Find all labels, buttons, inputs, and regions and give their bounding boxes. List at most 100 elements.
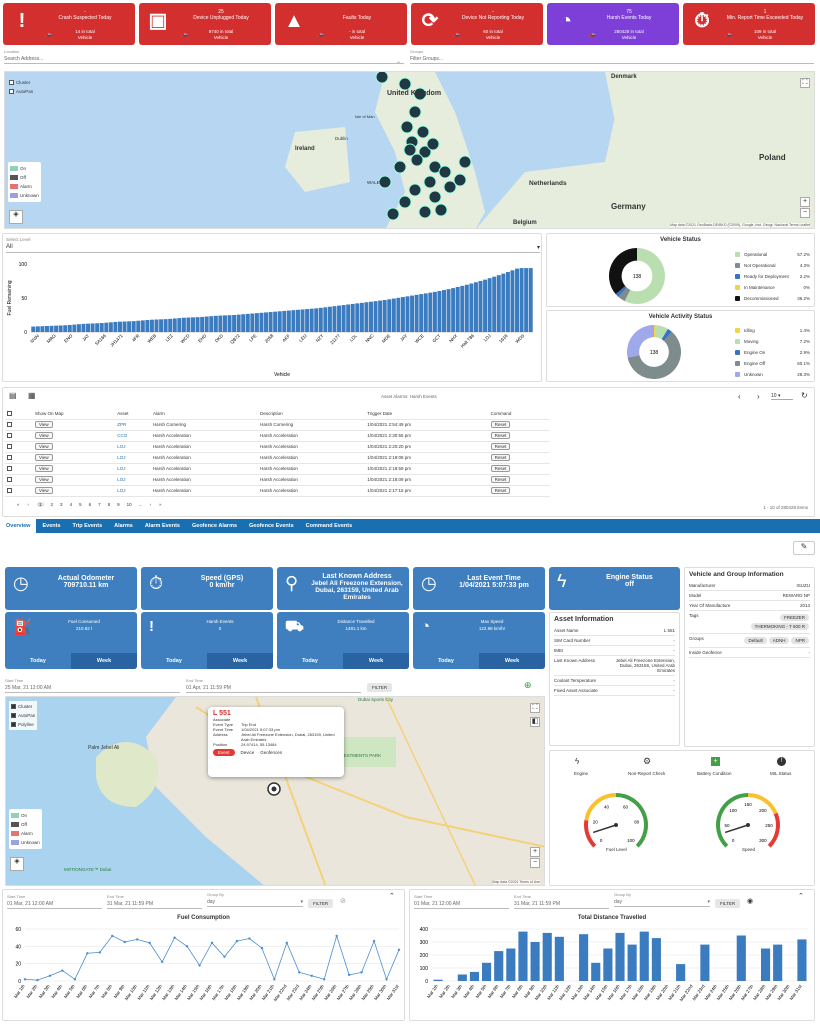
- fuel-bar[interactable]: [35, 326, 40, 332]
- next-page-icon[interactable]: ›: [757, 392, 760, 401]
- data-point[interactable]: [198, 964, 201, 967]
- fuel-bar[interactable]: [332, 306, 337, 332]
- fuel-bar[interactable]: [168, 318, 173, 332]
- data-point[interactable]: [98, 951, 102, 954]
- fuel-bar[interactable]: [510, 270, 515, 332]
- distance-bar[interactable]: [518, 931, 528, 981]
- autopan2-checkbox[interactable]: AutoPan: [11, 711, 35, 720]
- location-search-input[interactable]: Search Address...: [4, 54, 404, 64]
- fuel-bar[interactable]: [63, 325, 68, 332]
- fuel-bar[interactable]: [181, 317, 186, 332]
- data-point[interactable]: [160, 960, 164, 964]
- distance-bar[interactable]: [651, 938, 661, 981]
- fuel-bar[interactable]: [337, 305, 342, 332]
- trip-start-field[interactable]: Start Time 25 Mar, 21 12:00 AM: [5, 678, 180, 693]
- popup-geofences-button[interactable]: Geofences: [260, 750, 283, 755]
- row-checkbox-box[interactable]: [7, 477, 12, 482]
- kpi-card-4[interactable]: ◔ 75 Harsh Events Today 280428 in total Vehi…: [547, 3, 679, 45]
- donut-slice-not-operational[interactable]: [618, 287, 631, 302]
- fc-end-field[interactable]: End Time 31 Mar, 21 11:59 PM: [107, 894, 202, 909]
- view-button[interactable]: View: [35, 454, 53, 461]
- fuel-bar[interactable]: [200, 316, 205, 332]
- zoom-out-button-2[interactable]: −: [530, 858, 540, 868]
- gps-target-icon[interactable]: ⊕: [524, 680, 532, 690]
- prev-page-button[interactable]: ‹: [27, 502, 30, 507]
- fuel-bar[interactable]: [131, 321, 136, 332]
- fuel-bar[interactable]: [154, 319, 159, 332]
- fuel-bar[interactable]: [350, 303, 355, 332]
- group-chip[interactable]: Default: [744, 637, 767, 644]
- fuel-bar[interactable]: [113, 321, 118, 332]
- data-point[interactable]: [235, 939, 239, 943]
- fuel-bar[interactable]: [241, 314, 246, 332]
- fuel-bar[interactable]: [414, 294, 419, 332]
- week-tab[interactable]: Week: [207, 653, 273, 669]
- distance-bar[interactable]: [627, 944, 637, 981]
- fuel-bar[interactable]: [355, 303, 360, 332]
- row-checkbox-box[interactable]: [7, 433, 12, 438]
- page-button[interactable]: 3: [60, 502, 63, 507]
- tab-command-events[interactable]: Command Events: [305, 523, 353, 529]
- fuel-bar[interactable]: [58, 325, 63, 332]
- page-button[interactable]: ...: [138, 502, 143, 507]
- column-header[interactable]: Asset: [115, 408, 151, 420]
- distance-bar[interactable]: [457, 974, 467, 982]
- dt-start-field[interactable]: Start Time 01 Mar, 21 12:00 AM: [414, 894, 509, 909]
- fuel-bar[interactable]: [437, 290, 442, 332]
- fuel-bar[interactable]: [236, 314, 241, 332]
- column-header[interactable]: Alarm: [150, 408, 259, 420]
- zoom-out-button[interactable]: −: [800, 208, 810, 218]
- fuel-bar[interactable]: [464, 284, 469, 332]
- fuel-bar[interactable]: [524, 268, 529, 332]
- donut-slice-engine-on[interactable]: [661, 328, 672, 341]
- donut-slice-ready-for-deployment[interactable]: [615, 285, 627, 297]
- table-view-icon[interactable]: ▤: [9, 391, 17, 400]
- vehicle-marker[interactable]: [416, 125, 430, 139]
- data-point[interactable]: [36, 978, 39, 982]
- grid-view-icon[interactable]: ▦: [28, 391, 36, 400]
- map-style-icon[interactable]: ◧: [530, 717, 540, 727]
- week-tab[interactable]: Week: [343, 653, 409, 669]
- fuel-bar[interactable]: [400, 297, 405, 332]
- fuel-bar[interactable]: [136, 320, 141, 332]
- data-point[interactable]: [148, 941, 151, 945]
- view-button[interactable]: View: [35, 443, 53, 450]
- page-size-select[interactable]: 10 ▾: [771, 393, 793, 400]
- kpi-card-1[interactable]: ▣ 25 Device Unplugged Today 9740 in total Ve…: [139, 3, 271, 45]
- data-point[interactable]: [372, 939, 376, 943]
- fuel-bar[interactable]: [428, 292, 433, 332]
- asset-link[interactable]: LOJ: [115, 485, 151, 497]
- dt-end-field[interactable]: End Time 31 Mar, 21 11:59 PM: [514, 894, 609, 909]
- fuel-bar[interactable]: [127, 321, 132, 332]
- tag-chip[interactable]: FREEZER: [779, 614, 809, 621]
- fuel-bar[interactable]: [232, 315, 237, 332]
- distance-bar[interactable]: [603, 948, 613, 982]
- tab-alarms[interactable]: Alarms: [114, 523, 133, 529]
- tab-geofence-events[interactable]: Geofence Events: [249, 523, 294, 529]
- fuel-bar[interactable]: [268, 312, 273, 332]
- fuel-bar[interactable]: [505, 271, 510, 332]
- zoom-in-button-2[interactable]: +: [530, 847, 540, 857]
- fuel-bar[interactable]: [373, 301, 378, 332]
- fuel-bar[interactable]: [254, 313, 259, 332]
- fuel-bar[interactable]: [177, 318, 182, 332]
- fuel-bar[interactable]: [295, 309, 300, 332]
- distance-bar[interactable]: [736, 935, 746, 982]
- layers-icon-2[interactable]: ◈: [10, 857, 24, 871]
- row-checkbox-box[interactable]: [7, 488, 12, 493]
- page-button[interactable]: 8: [107, 502, 111, 507]
- fuel-bar[interactable]: [218, 315, 223, 332]
- vehicle-marker[interactable]: [423, 175, 437, 189]
- distance-bar[interactable]: [639, 931, 649, 981]
- fuel-bar[interactable]: [391, 298, 396, 332]
- fuel-bar[interactable]: [501, 273, 506, 332]
- fleet-map-canvas[interactable]: [5, 72, 815, 229]
- fuel-bar[interactable]: [90, 323, 95, 332]
- fuel-bar[interactable]: [67, 324, 72, 332]
- trip-filter-button[interactable]: FILTER: [367, 683, 393, 692]
- donut-slice-idling[interactable]: [654, 325, 657, 338]
- fuel-bar[interactable]: [149, 319, 154, 332]
- fleet-map[interactable]: United Kingdom Ireland Dublin WALES Isle…: [4, 71, 815, 229]
- vehicle-marker[interactable]: [398, 77, 412, 91]
- fuel-bar[interactable]: [455, 286, 460, 332]
